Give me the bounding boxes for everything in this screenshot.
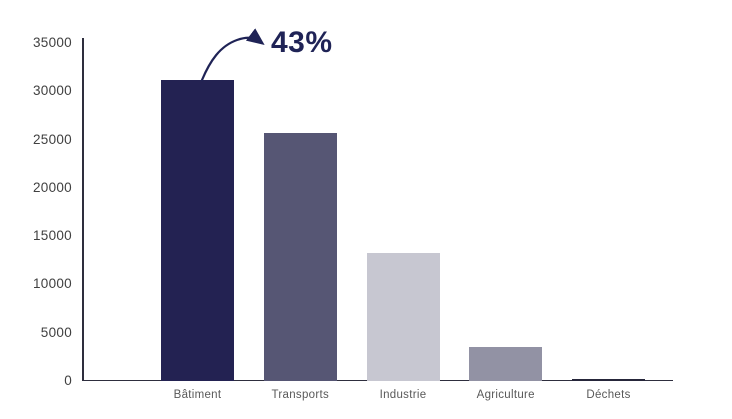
bar	[572, 378, 645, 381]
y-tick-label: 35000	[32, 35, 72, 50]
y-axis-line	[82, 38, 84, 381]
annotation-value-label: 43%	[271, 26, 333, 59]
y-tick-label: 10000	[32, 276, 72, 292]
bar	[161, 79, 234, 381]
y-tick-label: 20000	[32, 179, 72, 195]
y-tick-label: 30000	[32, 83, 72, 99]
y-tick-label: 0	[64, 373, 72, 388]
y-tick-label: 25000	[32, 131, 72, 147]
y-tick-label: 5000	[40, 324, 72, 340]
y-tick-label: 15000	[32, 228, 72, 244]
category-label: Bâtiment	[173, 389, 222, 401]
bar	[263, 132, 337, 381]
category-label: Transports	[271, 389, 330, 401]
category-label: Industrie	[379, 389, 427, 401]
category-label: Déchets	[586, 389, 631, 401]
bar	[469, 347, 543, 381]
category-label: Agriculture	[476, 389, 535, 401]
bar	[366, 252, 440, 381]
